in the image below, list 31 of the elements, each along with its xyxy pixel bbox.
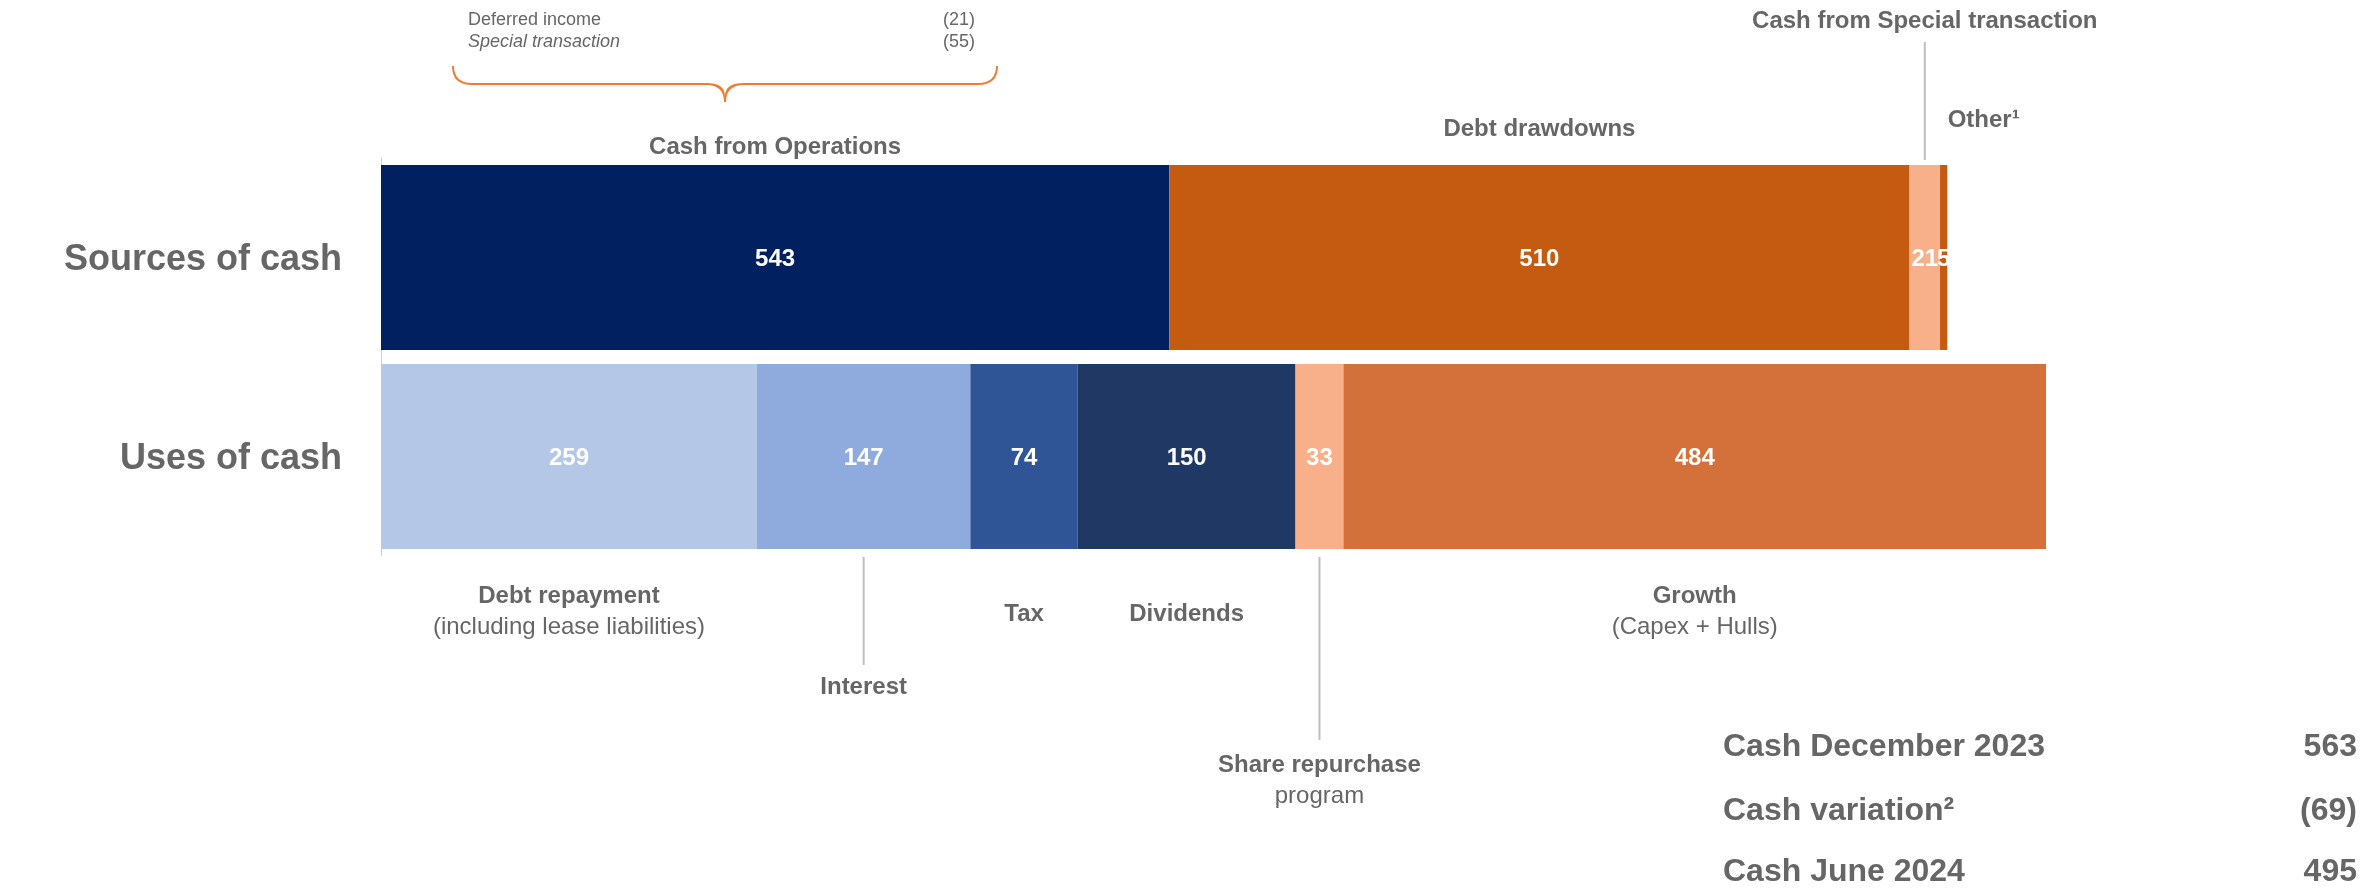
text: Share repurchase program (1218, 750, 1421, 809)
data-label: 147 (843, 443, 884, 470)
data-label: 33 (1306, 443, 1333, 470)
data-label: 21 (1911, 244, 1939, 271)
data-label: 510 (1519, 244, 1560, 271)
data-label: 74 (1010, 443, 1039, 470)
series-label: Other¹ (1947, 105, 2020, 133)
series-label: Cash from Operations (649, 132, 902, 160)
data-label: 543 (755, 244, 796, 271)
text: Cash from Special transaction (1752, 6, 2098, 34)
text: (21) (942, 8, 975, 29)
text: (55) (942, 30, 975, 51)
data-label: 484 (1674, 443, 1716, 470)
text: Cash variation² (1723, 791, 1955, 828)
series-label: Debt repayment (including lease liabilities) (432, 581, 706, 640)
text: Dividends (1129, 599, 1244, 627)
y-tick-label: Sources of cash (63, 237, 342, 278)
text: Cash June 2024 (1723, 852, 1966, 889)
data-label: 259 (548, 443, 590, 470)
data-label: 150 (1166, 443, 1207, 470)
text: Deferred income (468, 8, 602, 29)
series-label: Growth (Capex + Hulls) (1611, 581, 1778, 640)
text: Tax (1004, 599, 1045, 627)
text: Special transaction (468, 30, 621, 51)
text: Cash December 2023 (1723, 727, 2045, 764)
text: (69) (2300, 791, 2357, 828)
series-label: Debt drawdowns (1443, 114, 1636, 142)
text: Interest (820, 672, 908, 700)
y-tick-label: Uses of cash (119, 436, 342, 477)
text: 563 (2303, 727, 2357, 764)
text: 495 (2303, 852, 2357, 889)
